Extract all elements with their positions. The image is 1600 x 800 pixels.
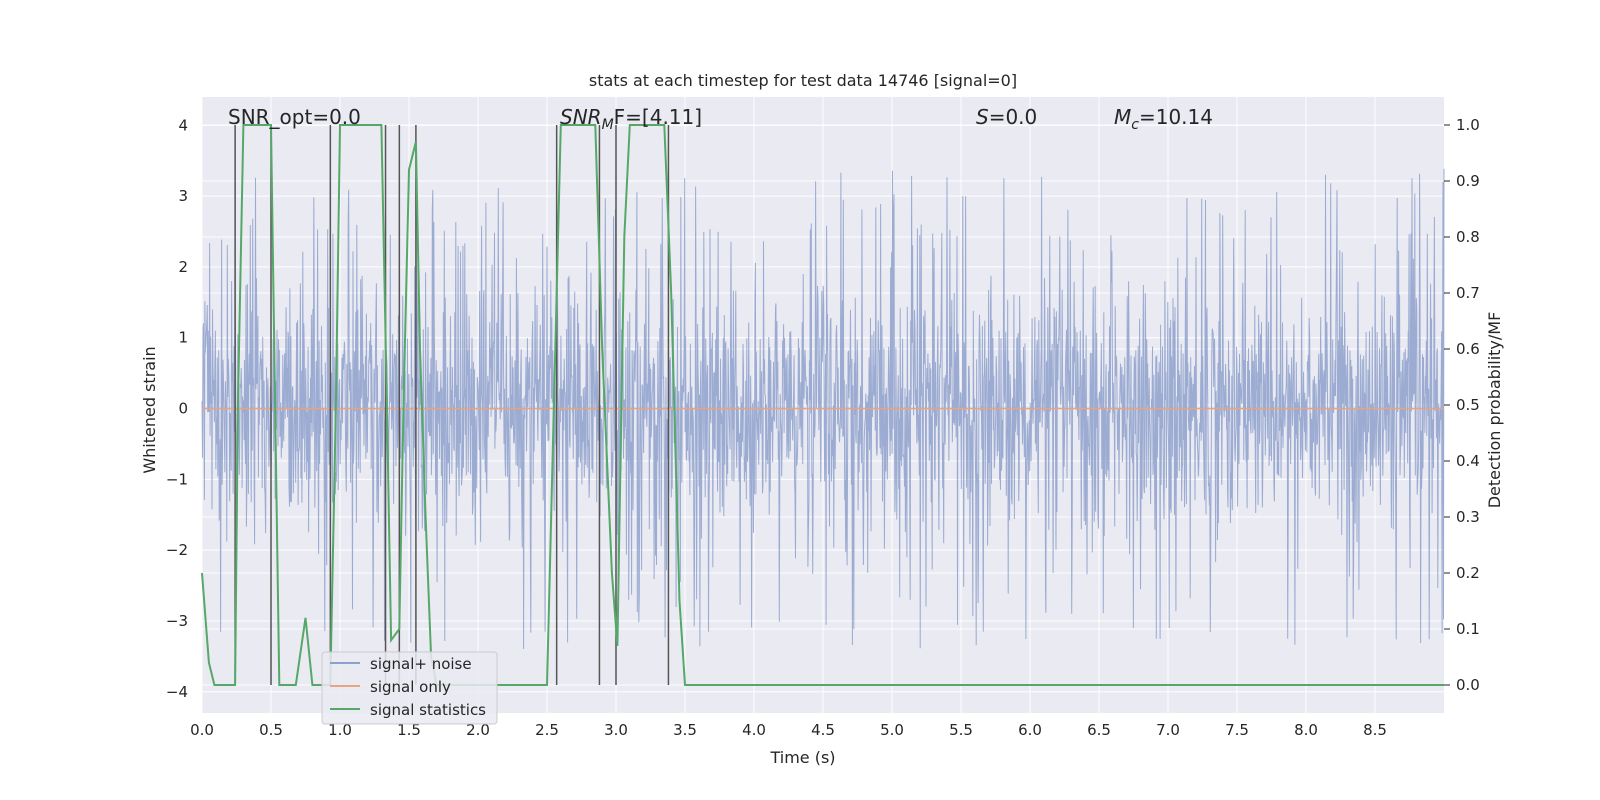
y2-tick-label: 0.0 <box>1456 676 1480 694</box>
y-tick-label: −3 <box>166 612 188 630</box>
x-tick-label: 8.0 <box>1294 721 1318 739</box>
legend-box <box>321 651 498 725</box>
legend-label-signal-plus-noise: signal+ noise <box>370 655 472 673</box>
y-tick-label: −1 <box>166 470 188 488</box>
y2-tick-label: 0.7 <box>1456 284 1480 302</box>
legend-label-signal-only: signal only <box>370 678 451 696</box>
x-tick-label: 1.0 <box>328 721 352 739</box>
signal-statistics-line <box>201 124 1444 686</box>
x-tick-label: 3.5 <box>673 721 697 739</box>
y-tick-label: 2 <box>178 258 188 276</box>
y-axis-label: Whitened strain <box>140 346 159 473</box>
annotation-mc: Mc=10.14 <box>1114 105 1213 133</box>
y2-axis-label: Detection probability/MF <box>1485 312 1504 509</box>
series-signal-plus-noise <box>201 168 1445 650</box>
y2-tick-label: 0.1 <box>1456 620 1480 638</box>
x-tick-label: 3.0 <box>604 721 628 739</box>
legend-label-signal-statistics: signal statistics <box>370 701 486 719</box>
x-tick-label: 2.5 <box>535 721 559 739</box>
x-tick-label: 7.5 <box>1225 721 1249 739</box>
y-tick-label: −4 <box>166 683 188 701</box>
noise-trace <box>201 168 1445 650</box>
annotation-s: S=0.0 <box>976 105 1037 129</box>
y-tick-label: 3 <box>178 187 188 205</box>
y2-tick-label: 0.4 <box>1456 452 1480 470</box>
y-tick-label: −2 <box>166 541 188 559</box>
x-tick-label: 5.0 <box>880 721 904 739</box>
y2-tick-label: 1.0 <box>1456 116 1480 134</box>
x-axis-label: Time (s) <box>769 748 835 767</box>
legend: signal+ noise signal only signal statist… <box>321 651 498 725</box>
x-tick-label: 2.0 <box>466 721 490 739</box>
x-tick-label: 4.5 <box>811 721 835 739</box>
y2-tick-label: 0.6 <box>1456 340 1480 358</box>
y2-tick-label: 0.9 <box>1456 172 1480 190</box>
y2-tick-label: 0.5 <box>1456 396 1480 414</box>
x-tick-label: 0.0 <box>190 721 214 739</box>
x-tick-label: 7.0 <box>1156 721 1180 739</box>
y2-tick-label: 0.2 <box>1456 564 1480 582</box>
y2-tick-label: 0.8 <box>1456 228 1480 246</box>
x-tick-label: 1.5 <box>397 721 421 739</box>
series-signal-statistics <box>201 124 1444 686</box>
y-tick-label: 0 <box>178 400 188 418</box>
x-tick-label: 6.5 <box>1087 721 1111 739</box>
y-tick-label: 1 <box>178 329 188 347</box>
x-tick-label: 5.5 <box>949 721 973 739</box>
annotation-snr-mf: SNRMF=[4.11] <box>560 105 702 133</box>
y2-tick-label: 0.3 <box>1456 508 1480 526</box>
y-tick-label: 4 <box>178 116 188 134</box>
chart-title: stats at each timestep for test data 147… <box>589 71 1017 90</box>
x-tick-label: 0.5 <box>259 721 283 739</box>
x-tick-label: 4.0 <box>742 721 766 739</box>
x-tick-label: 6.0 <box>1018 721 1042 739</box>
x-tick-label: 8.5 <box>1363 721 1387 739</box>
annotation-snr-opt: SNR_opt=0.0 <box>228 105 361 129</box>
ticks: 0.0 0.5 1.0 1.5 2.0 2.5 3.0 3.5 4.0 4.5 5.0 5.5 6.0 6… <box>166 116 1480 739</box>
